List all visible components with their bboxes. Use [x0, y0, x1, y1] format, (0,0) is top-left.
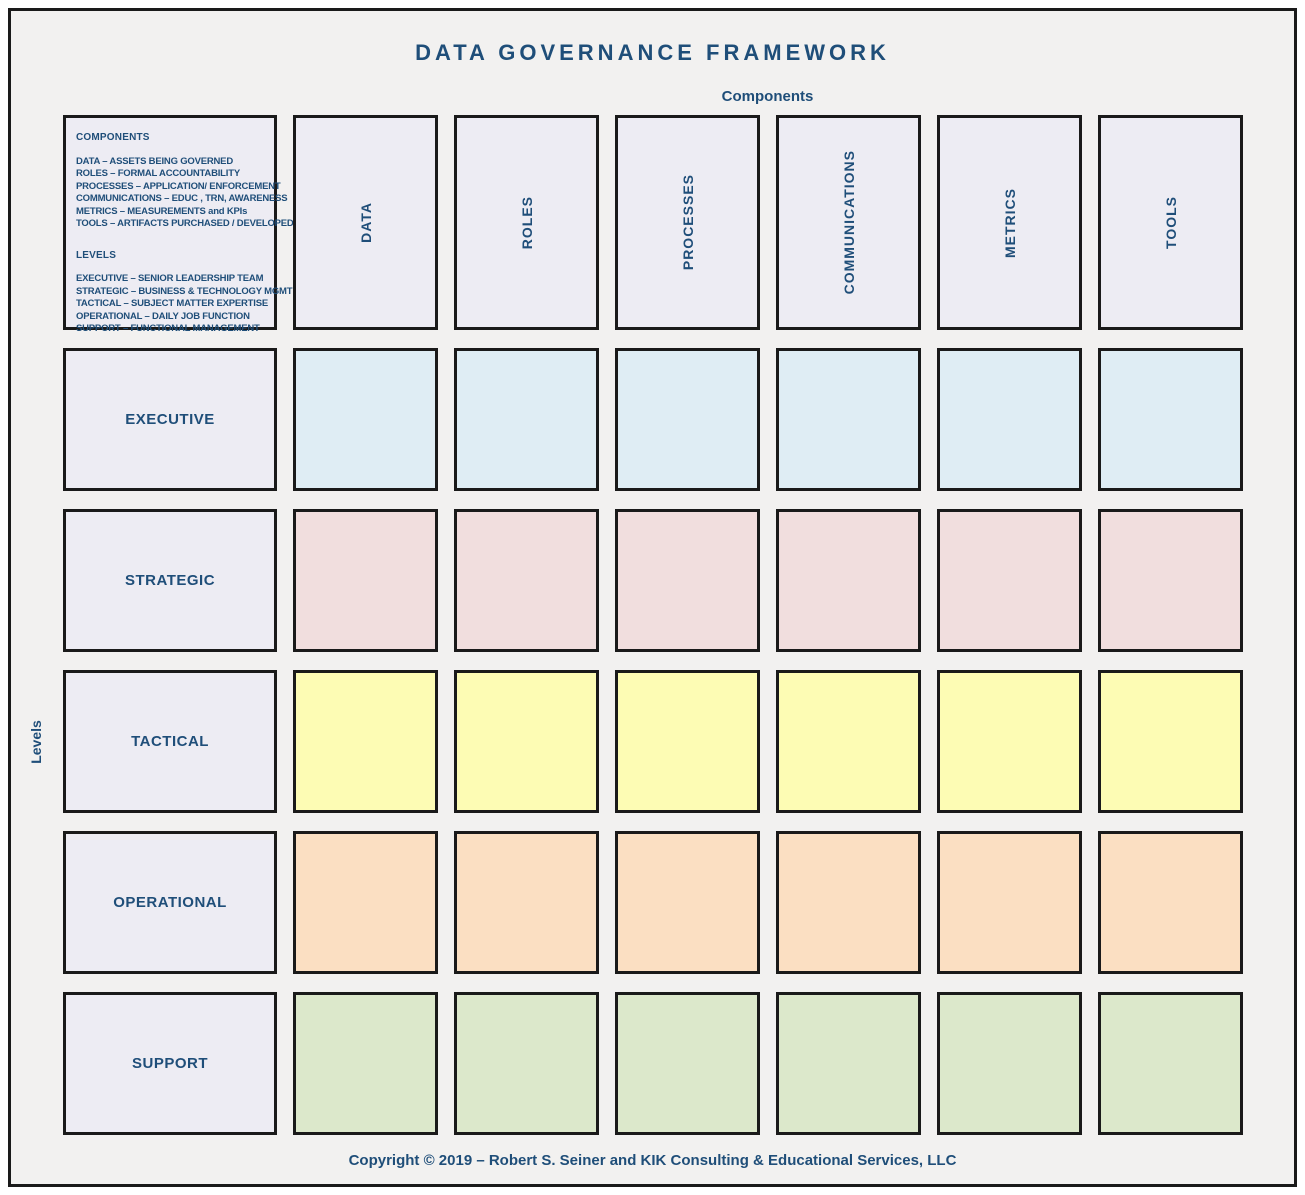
legend-component-item: DATA – ASSETS BEING GOVERNED — [76, 155, 233, 167]
legend-level-item: SUPPORT – FUNCTIONAL MANAGEMENT — [76, 323, 260, 334]
framework-grid: COMPONENTS DATA – ASSETS BEING GOVERNED R… — [63, 115, 1243, 1135]
matrix-cell-tactical-roles — [454, 670, 599, 813]
legend-components-heading: COMPONENTS — [76, 132, 150, 143]
row-header-strategic: STRATEGIC — [63, 509, 277, 652]
matrix-cell-executive-metrics — [937, 348, 1082, 491]
matrix-cell-operational-data — [293, 831, 438, 974]
matrix-cell-executive-communications — [776, 348, 921, 491]
legend-components-list: DATA – ASSETS BEING GOVERNED ROLES – FORM… — [76, 155, 294, 231]
legend-level-item: OPERATIONAL – DAILY JOB FUNCTION — [76, 310, 250, 322]
page-title: DATA GOVERNANCE FRAMEWORK — [415, 40, 890, 65]
matrix-cell-operational-tools — [1098, 831, 1243, 974]
legend-levels-list: EXECUTIVE – SENIOR LEADERSHIP TEAM STRATE… — [76, 273, 293, 336]
column-header-data: DATA — [293, 115, 438, 330]
column-header-label: TOOLS — [1162, 196, 1179, 249]
matrix-cell-executive-data — [293, 348, 438, 491]
matrix-cell-operational-roles — [454, 831, 599, 974]
column-header-label: PROCESSES — [679, 174, 696, 271]
matrix-cell-operational-metrics — [937, 831, 1082, 974]
matrix-cell-support-data — [293, 992, 438, 1135]
matrix-cell-strategic-metrics — [937, 509, 1082, 652]
row-header-operational: OPERATIONAL — [63, 831, 277, 974]
matrix-cell-strategic-processes — [615, 509, 760, 652]
matrix-cell-tactical-data — [293, 670, 438, 813]
legend-component-item: METRICS – MEASUREMENTS and KPIs — [76, 205, 248, 217]
column-header-label: DATA — [357, 202, 374, 243]
matrix-cell-strategic-data — [293, 509, 438, 652]
column-header-processes: PROCESSES — [615, 115, 760, 330]
matrix-cell-support-tools — [1098, 992, 1243, 1135]
legend-component-item: COMMUNICATIONS – EDUC , TRN, AWARENESS — [76, 193, 288, 204]
matrix-cell-executive-processes — [615, 348, 760, 491]
components-axis-label: Components — [721, 88, 814, 105]
column-header-roles: ROLES — [454, 115, 599, 330]
matrix-cell-strategic-tools — [1098, 509, 1243, 652]
matrix-cell-tactical-tools — [1098, 670, 1243, 813]
column-header-label: COMMUNICATIONS — [840, 150, 857, 295]
matrix-cell-strategic-roles — [454, 509, 599, 652]
matrix-cell-executive-tools — [1098, 348, 1243, 491]
column-header-communications: COMMUNICATIONS — [776, 115, 921, 330]
matrix-cell-executive-roles — [454, 348, 599, 491]
row-header-support: SUPPORT — [63, 992, 277, 1135]
row-header-tactical: TACTICAL — [63, 670, 277, 813]
column-header-tools: TOOLS — [1098, 115, 1243, 330]
column-header-metrics: METRICS — [937, 115, 1082, 330]
matrix-cell-tactical-processes — [615, 670, 760, 813]
legend-component-item: ROLES – FORMAL ACCOUNTABILITY — [76, 168, 240, 179]
legend-level-item: TACTICAL – SUBJECT MATTER EXPERTISE — [76, 298, 268, 309]
legend-level-item: EXECUTIVE – SENIOR LEADERSHIP TEAM — [76, 273, 264, 284]
legend-component-item: PROCESSES – APPLICATION/ ENFORCEMENT — [76, 180, 281, 192]
column-header-label: ROLES — [518, 195, 535, 250]
legend-component-item: TOOLS – ARTIFACTS PURCHASED / DEVELOPED — [76, 218, 294, 229]
legend-box: COMPONENTS DATA – ASSETS BEING GOVERNED R… — [63, 115, 294, 334]
matrix-cell-operational-processes — [615, 831, 760, 974]
matrix-cell-support-communications — [776, 992, 921, 1135]
levels-axis-label-text: Levels — [28, 719, 44, 764]
matrix-cell-support-roles — [454, 992, 599, 1135]
matrix-cell-strategic-communications — [776, 509, 921, 652]
matrix-cell-support-metrics — [937, 992, 1082, 1135]
levels-axis-label: Levels — [18, 348, 54, 1135]
column-header-label: METRICS — [1001, 187, 1018, 258]
legend-level-item: STRATEGIC – BUSINESS & TECHNOLOGY MGMT — [76, 285, 293, 297]
matrix-cell-tactical-communications — [776, 670, 921, 813]
row-header-executive: EXECUTIVE — [63, 348, 277, 491]
legend-levels-heading: LEVELS — [76, 249, 117, 261]
matrix-cell-support-processes — [615, 992, 760, 1135]
copyright: Copyright © 2019 – Robert S. Seiner and … — [348, 1152, 957, 1169]
matrix-cell-tactical-metrics — [937, 670, 1082, 813]
matrix-cell-operational-communications — [776, 831, 921, 974]
